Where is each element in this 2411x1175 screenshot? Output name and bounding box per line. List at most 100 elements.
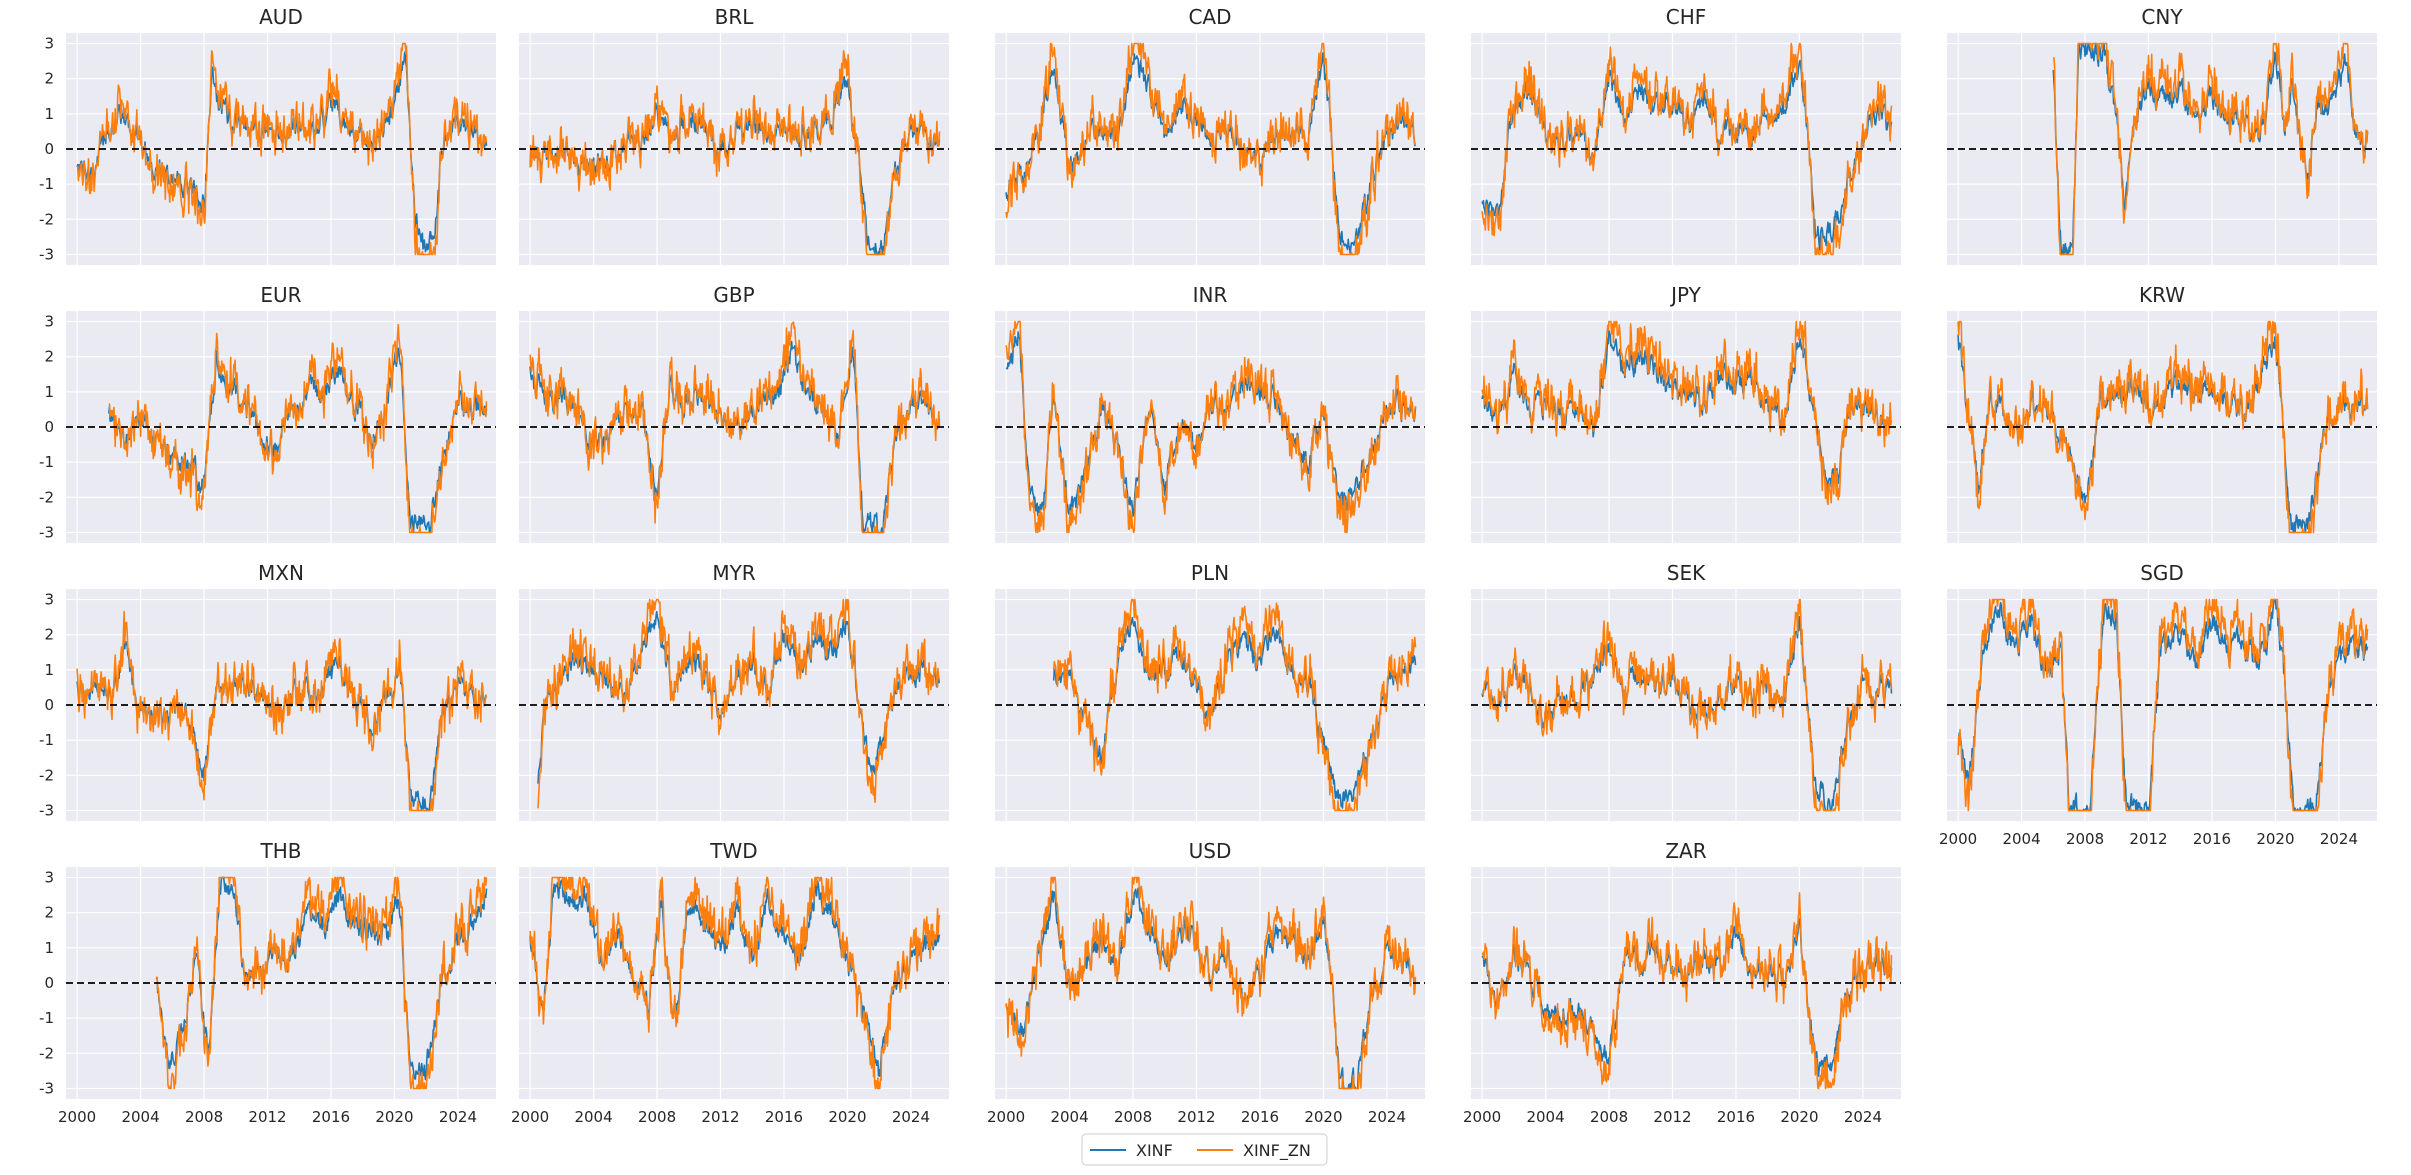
y-tick-label: -2 <box>39 766 54 784</box>
panel-title: KRW <box>2139 283 2185 307</box>
x-tick-label: 2020 <box>828 1108 866 1126</box>
panel-zar <box>1471 867 1901 1099</box>
y-tick-label: 3 <box>44 869 54 887</box>
x-tick-label: 2004 <box>1526 1108 1564 1126</box>
panel-chf <box>1471 33 1901 265</box>
panel-usd <box>995 867 1425 1099</box>
series-xinf-zn-line <box>1957 320 2369 534</box>
x-tick-label: 2008 <box>185 1108 223 1126</box>
x-tick-label: 2008 <box>1114 1108 1152 1126</box>
y-tick-label: 0 <box>44 418 54 436</box>
x-tick-label: 2020 <box>1780 1108 1818 1126</box>
panel-twd <box>519 867 949 1099</box>
x-tick-label: 2004 <box>2002 830 2040 848</box>
panel-title: SGD <box>2140 561 2184 585</box>
panel-title: MXN <box>258 561 304 585</box>
panel-title: GBP <box>713 283 754 307</box>
series-xinf-zn-line <box>529 876 941 1090</box>
panel-title: THB <box>260 839 302 863</box>
series-xinf-zn-line <box>529 321 941 534</box>
x-tick-label: 2024 <box>1368 1108 1406 1126</box>
x-tick-label: 2016 <box>312 1108 350 1126</box>
series-xinf-line <box>537 610 940 784</box>
series-xinf-zn-line <box>108 323 488 534</box>
y-tick-label: 2 <box>44 626 54 644</box>
y-tick-label: -1 <box>39 731 54 749</box>
x-tick-label: 2000 <box>1939 830 1977 848</box>
y-tick-label: 2 <box>44 904 54 922</box>
panel-sgd <box>1947 589 2377 821</box>
y-tick-label: 3 <box>44 35 54 53</box>
series-xinf-zn-line <box>1481 892 1893 1090</box>
panel-title: TWD <box>709 839 757 863</box>
series-xinf-line <box>108 347 488 534</box>
x-tick-label: 2024 <box>1844 1108 1882 1126</box>
x-tick-label: 2012 <box>1653 1108 1691 1126</box>
x-tick-label: 2012 <box>1177 1108 1215 1126</box>
panel-title: USD <box>1189 839 1232 863</box>
legend-label-xinf: XINF <box>1136 1141 1173 1160</box>
series-xinf-zn-line <box>2052 42 2369 256</box>
y-tick-label: 1 <box>44 383 54 401</box>
x-tick-label: 2024 <box>892 1108 930 1126</box>
y-tick-label: 0 <box>44 696 54 714</box>
series-xinf-zn-line <box>1005 42 1417 256</box>
series-xinf-zn-line <box>1052 598 1417 812</box>
x-tick-label: 2004 <box>121 1108 159 1126</box>
x-tick-label: 2000 <box>511 1108 549 1126</box>
panel-title: BRL <box>715 5 755 29</box>
y-tick-label: 1 <box>44 661 54 679</box>
y-tick-label: -2 <box>39 210 54 228</box>
series-xinf-zn-line <box>155 876 488 1090</box>
series-xinf-zn-line <box>1957 598 2369 812</box>
x-tick-label: 2024 <box>439 1108 477 1126</box>
panel-title: CAD <box>1188 5 1231 29</box>
y-tick-label: -3 <box>39 245 54 263</box>
x-tick-label: 2012 <box>701 1108 739 1126</box>
x-tick-label: 2020 <box>1304 1108 1342 1126</box>
panel-brl <box>519 33 949 265</box>
x-tick-label: 2004 <box>1050 1108 1088 1126</box>
x-tick-label: 2004 <box>574 1108 612 1126</box>
legend: XINF XINF_ZN <box>1081 1133 1328 1166</box>
panel-sek <box>1471 589 1901 821</box>
x-tick-label: 2020 <box>375 1108 413 1126</box>
panel-title: EUR <box>260 283 301 307</box>
panel-title: JPY <box>1669 283 1702 307</box>
series-xinf-zn-line <box>529 50 941 256</box>
y-tick-label: -1 <box>39 1009 54 1027</box>
panel-myr <box>519 589 949 821</box>
panel-aud <box>66 33 496 265</box>
panel-title: INR <box>1193 283 1228 307</box>
panel-jpy <box>1471 311 1901 543</box>
y-tick-label: -3 <box>39 523 54 541</box>
panel-title: PLN <box>1191 561 1229 585</box>
panel-cad <box>995 33 1425 265</box>
y-tick-label: -2 <box>39 1044 54 1062</box>
x-tick-label: 2012 <box>248 1108 286 1126</box>
x-tick-label: 2016 <box>1241 1108 1279 1126</box>
y-tick-label: 1 <box>44 105 54 123</box>
panel-thb <box>66 867 496 1099</box>
panel-title: SEK <box>1667 561 1706 585</box>
series-xinf-zn-line <box>76 42 488 256</box>
y-tick-label: -2 <box>39 488 54 506</box>
panel-pln <box>995 589 1425 821</box>
panel-title: CHF <box>1666 5 1707 29</box>
y-tick-label: 0 <box>44 974 54 992</box>
series-xinf-zn-line <box>76 610 488 812</box>
x-tick-label: 2012 <box>2129 830 2167 848</box>
y-tick-label: -3 <box>39 801 54 819</box>
y-tick-label: -1 <box>39 175 54 193</box>
x-tick-label: 2016 <box>765 1108 803 1126</box>
x-tick-label: 2008 <box>638 1108 676 1126</box>
x-tick-label: 2020 <box>2256 830 2294 848</box>
series-xinf-zn-line <box>1005 876 1417 1090</box>
y-tick-label: 2 <box>44 70 54 88</box>
y-tick-label: 0 <box>44 140 54 158</box>
x-tick-label: 2008 <box>2066 830 2104 848</box>
panel-title: AUD <box>259 5 303 29</box>
panel-mxn <box>66 589 496 821</box>
x-tick-label: 2000 <box>58 1108 96 1126</box>
